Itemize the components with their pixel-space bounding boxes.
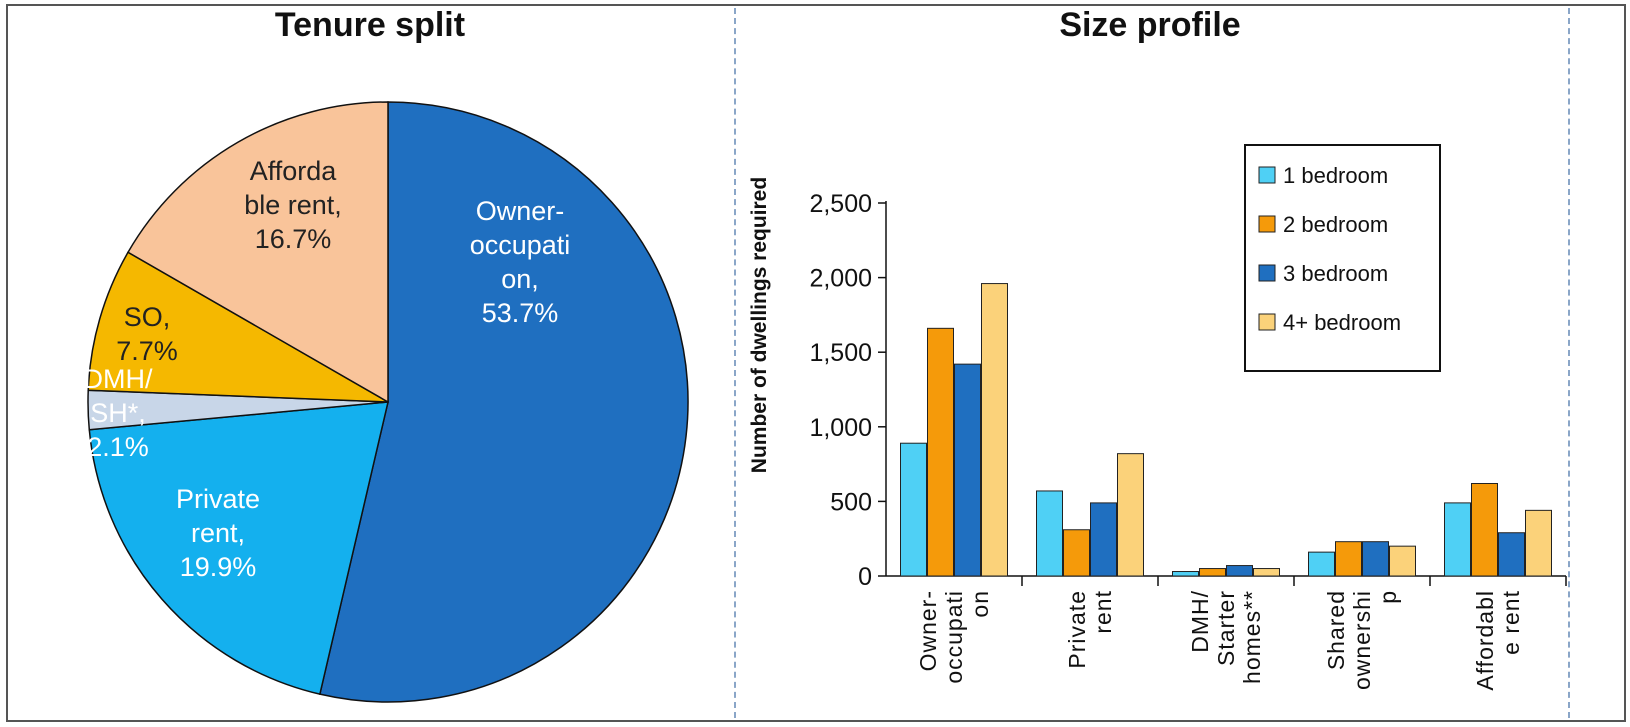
x-tick-label: e rent bbox=[1498, 590, 1524, 655]
bar-4-bedroom-3 bbox=[1389, 545, 1416, 577]
bar-3-bedroom-1 bbox=[1090, 502, 1117, 577]
y-tick-label: 1,000 bbox=[809, 414, 872, 442]
bar-4-bedroom-0 bbox=[981, 283, 1008, 577]
legend-box bbox=[1244, 144, 1441, 372]
x-tick-label: occupati bbox=[941, 590, 967, 684]
pie-slice-affordable-rent bbox=[127, 101, 389, 404]
legend-label: 3 bedroom bbox=[1283, 261, 1388, 286]
bar-3-bedroom-0 bbox=[954, 363, 981, 577]
bar-4-bedroom-4 bbox=[1525, 509, 1552, 577]
pie-label-line: ble rent, bbox=[244, 190, 342, 220]
legend-label: 2 bedroom bbox=[1283, 212, 1388, 237]
pie-label-line: Afforda bbox=[250, 156, 338, 186]
pie-label-line: Private bbox=[176, 484, 260, 514]
pie-slice-so bbox=[87, 251, 389, 403]
legend-swatch bbox=[1258, 215, 1276, 233]
pie-label: SO, 7.7% bbox=[116, 302, 178, 366]
bar-1-bedroom-2 bbox=[1172, 571, 1199, 577]
pie-label-line: rent, bbox=[191, 518, 245, 548]
legend-swatch bbox=[1258, 264, 1276, 282]
bar-2-bedroom-4 bbox=[1471, 482, 1498, 577]
x-tick-label: Private bbox=[1064, 590, 1090, 669]
pie-slice-owner-occupation bbox=[318, 101, 689, 703]
bar-chart-title: Size profile bbox=[1059, 6, 1241, 44]
pie-label-line: 7.7% bbox=[116, 336, 178, 366]
legend-label: 1 bedroom bbox=[1283, 163, 1388, 188]
bar-3-bedroom-4 bbox=[1498, 532, 1525, 577]
x-tick-label: DMH/ bbox=[1187, 590, 1213, 653]
pie-label-line: 53.7% bbox=[482, 298, 559, 328]
pie-label-line: 16.7% bbox=[255, 224, 332, 254]
x-tick-label: Owner- bbox=[915, 590, 941, 671]
pie-chart-title: Tenure split bbox=[274, 6, 466, 44]
pie-label-line: occupati bbox=[470, 230, 571, 260]
pie-chart: Owner-occupati on, 53.7% Private rent, 19.9% D… bbox=[84, 101, 689, 703]
pie-slice-private-rent bbox=[88, 401, 389, 696]
bar-3-bedroom-3 bbox=[1362, 541, 1389, 577]
panel-divider bbox=[734, 8, 736, 718]
y-axis-label: Number of dwellings required bbox=[748, 177, 771, 473]
legend-swatch bbox=[1258, 166, 1276, 184]
bar-4-bedroom-1 bbox=[1117, 453, 1144, 577]
pie-label-line: SH*, bbox=[90, 398, 146, 428]
pie-label: DMH/SH*, 2.1% bbox=[84, 364, 153, 462]
pie-label-line: 2.1% bbox=[87, 432, 149, 462]
bar-2-bedroom-1 bbox=[1063, 529, 1090, 577]
x-tick-label: Affordabl bbox=[1472, 590, 1498, 691]
bar-4-bedroom-2 bbox=[1253, 568, 1280, 577]
x-tick-label: Starter bbox=[1213, 590, 1239, 666]
legend-swatch bbox=[1258, 313, 1276, 331]
figure-frame bbox=[6, 4, 1626, 722]
x-tick-label: homes** bbox=[1239, 590, 1265, 684]
bar-1-bedroom-0 bbox=[900, 442, 927, 577]
pie-label-line: Owner- bbox=[476, 196, 565, 226]
x-tick-label: ownershi bbox=[1349, 590, 1375, 690]
bar-1-bedroom-3 bbox=[1308, 551, 1335, 577]
pie-label: Afforda ble rent, 16.7% bbox=[244, 156, 342, 254]
legend-label: 4+ bedroom bbox=[1283, 310, 1401, 335]
y-tick-label: 0 bbox=[858, 563, 872, 591]
bar-chart: 0 500 1,000 1,500 2,000 2,500 Number of dwelli… bbox=[748, 144, 1567, 691]
pie-label: Private rent, 19.9% bbox=[176, 484, 260, 582]
bar-3-bedroom-2 bbox=[1226, 565, 1253, 577]
y-tick-label: 2,500 bbox=[809, 190, 872, 218]
y-tick-label: 1,500 bbox=[809, 339, 872, 367]
y-tick-label: 2,000 bbox=[809, 265, 872, 293]
x-tick-label: rent bbox=[1090, 590, 1116, 634]
bar-1-bedroom-4 bbox=[1444, 502, 1471, 577]
bar-1-bedroom-1 bbox=[1036, 490, 1063, 577]
x-tick-label: p bbox=[1375, 590, 1401, 604]
bar-2-bedroom-3 bbox=[1335, 541, 1362, 577]
pie-label-line: SO, bbox=[124, 302, 171, 332]
x-tick-label: on bbox=[967, 590, 993, 618]
right-panel-border bbox=[1568, 8, 1570, 718]
x-tick-label: Shared bbox=[1323, 590, 1349, 670]
bar-2-bedroom-2 bbox=[1199, 568, 1226, 577]
pie-label-line: DMH/ bbox=[84, 364, 153, 394]
pie-label-line: on, bbox=[501, 264, 539, 294]
pie-label: Owner-occupati on, 53.7% bbox=[470, 196, 571, 328]
y-tick-label: 500 bbox=[830, 488, 872, 516]
pie-label-line: 19.9% bbox=[180, 552, 257, 582]
bar-2-bedroom-0 bbox=[927, 327, 954, 577]
